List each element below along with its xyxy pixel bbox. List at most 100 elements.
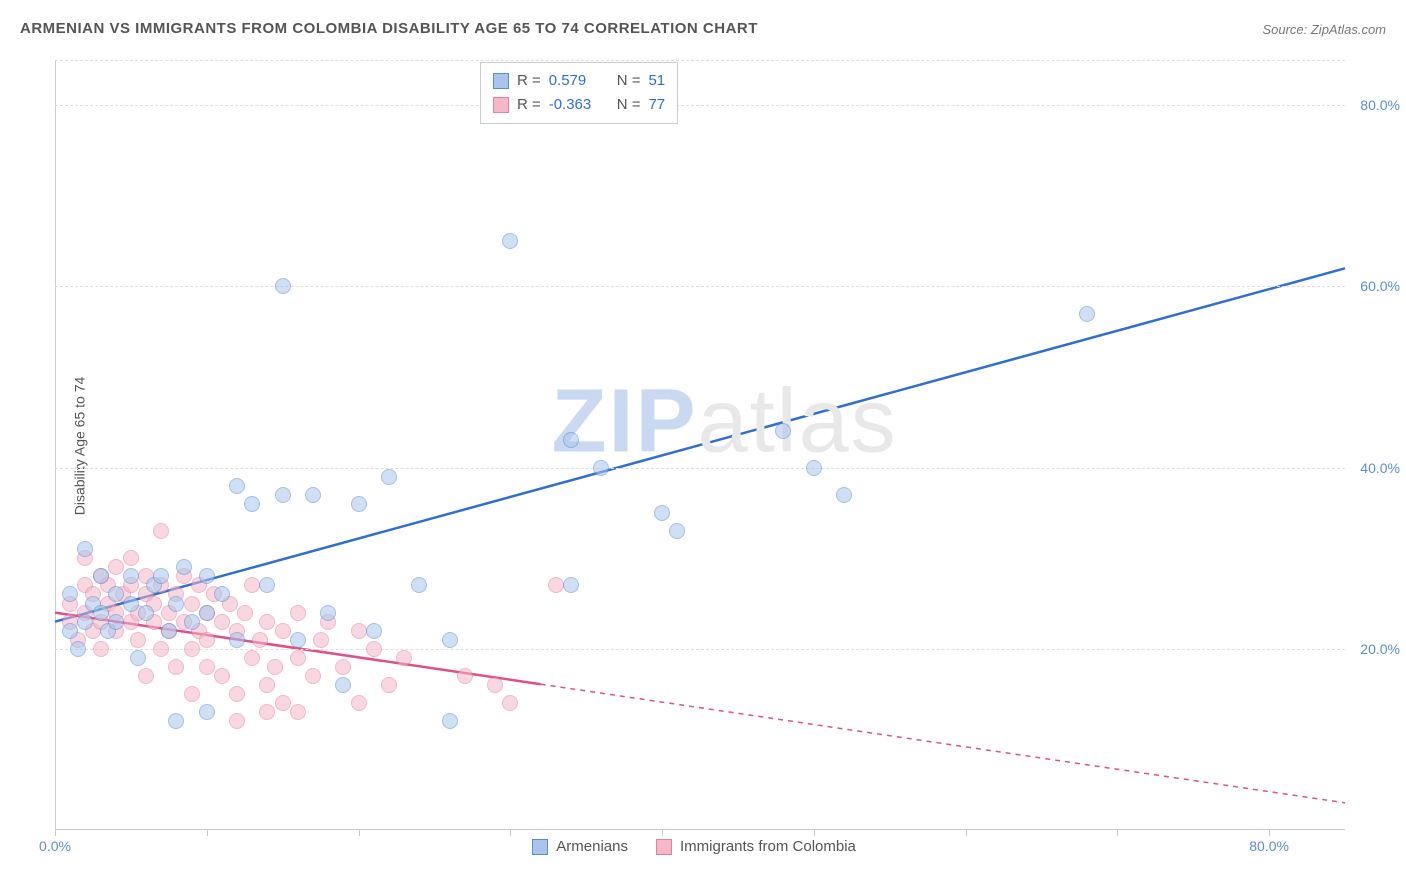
scatter-point [442,632,458,648]
scatter-point [775,423,791,439]
scatter-point [153,568,169,584]
x-tick [966,830,967,836]
scatter-point [93,641,109,657]
y-tick-label: 60.0% [1350,278,1400,294]
series-legend: Armenians Immigrants from Colombia [532,838,856,855]
scatter-point [184,596,200,612]
legend-r-value: 0.579 [549,69,609,93]
scatter-point [199,659,215,675]
scatter-point [237,605,253,621]
series-legend-item: Immigrants from Colombia [656,838,856,855]
scatter-point [320,605,336,621]
scatter-point [563,432,579,448]
x-tick [814,830,815,836]
scatter-point [593,460,609,476]
gridline [55,286,1345,287]
scatter-point [313,632,329,648]
scatter-point [229,713,245,729]
scatter-point [259,577,275,593]
scatter-point [184,686,200,702]
x-axis-line [55,829,1345,830]
scatter-point [366,623,382,639]
scatter-point [396,650,412,666]
scatter-point [669,523,685,539]
scatter-point [275,278,291,294]
scatter-point [381,677,397,693]
scatter-point [305,487,321,503]
scatter-point [244,577,260,593]
scatter-point [290,650,306,666]
scatter-point [168,659,184,675]
scatter-point [244,650,260,666]
scatter-point [199,605,215,621]
x-tick [1269,830,1270,836]
scatter-point [267,659,283,675]
chart-title: ARMENIAN VS IMMIGRANTS FROM COLOMBIA DIS… [20,20,758,37]
legend-swatch [532,839,548,855]
scatter-point [138,605,154,621]
legend-swatch [656,839,672,855]
scatter-point [229,478,245,494]
scatter-point [62,586,78,602]
scatter-point [259,677,275,693]
legend-n-value: 77 [648,93,665,117]
x-origin-label: 0.0% [39,838,71,854]
x-max-label: 80.0% [1249,838,1289,854]
scatter-point [351,623,367,639]
legend-r-label: R = [517,69,541,93]
series-legend-item: Armenians [532,838,628,855]
legend-r-label: R = [517,93,541,117]
x-tick [207,830,208,836]
scatter-point [199,704,215,720]
legend-r-value: -0.363 [549,93,609,117]
scatter-point [548,577,564,593]
legend-swatch [493,97,509,113]
gridline [55,105,1345,106]
scatter-point [259,614,275,630]
scatter-point [138,668,154,684]
scatter-point [411,577,427,593]
scatter-point [123,596,139,612]
y-tick-label: 40.0% [1350,460,1400,476]
scatter-point [806,460,822,476]
scatter-point [62,623,78,639]
legend-n-label: N = [617,69,641,93]
scatter-point [502,695,518,711]
scatter-point [275,623,291,639]
scatter-point [290,632,306,648]
y-axis-line [55,60,56,830]
scatter-point [502,233,518,249]
scatter-point [351,496,367,512]
scatter-point [123,568,139,584]
y-tick-label: 20.0% [1350,641,1400,657]
scatter-point [214,668,230,684]
scatter-point [214,614,230,630]
scatter-point [199,568,215,584]
source-attribution: Source: ZipAtlas.com [1262,22,1386,37]
scatter-point [290,605,306,621]
correlation-legend-row: R =-0.363N =77 [493,93,665,117]
scatter-point [305,668,321,684]
scatter-point [108,559,124,575]
scatter-point [77,541,93,557]
scatter-point [1079,306,1095,322]
scatter-point [153,523,169,539]
x-tick [662,830,663,836]
scatter-point [184,641,200,657]
scatter-point [176,559,192,575]
scatter-point [229,632,245,648]
x-tick [359,830,360,836]
scatter-point [168,596,184,612]
scatter-point [168,713,184,729]
scatter-point [244,496,260,512]
scatter-point [77,614,93,630]
correlation-legend-row: R =0.579N =51 [493,69,665,93]
scatter-point [229,686,245,702]
scatter-point [381,469,397,485]
scatter-point [199,632,215,648]
gridline [55,60,1345,61]
correlation-legend: R =0.579N =51R =-0.363N =77 [480,62,678,124]
scatter-point [351,695,367,711]
scatter-point [153,641,169,657]
scatter-point [93,568,109,584]
